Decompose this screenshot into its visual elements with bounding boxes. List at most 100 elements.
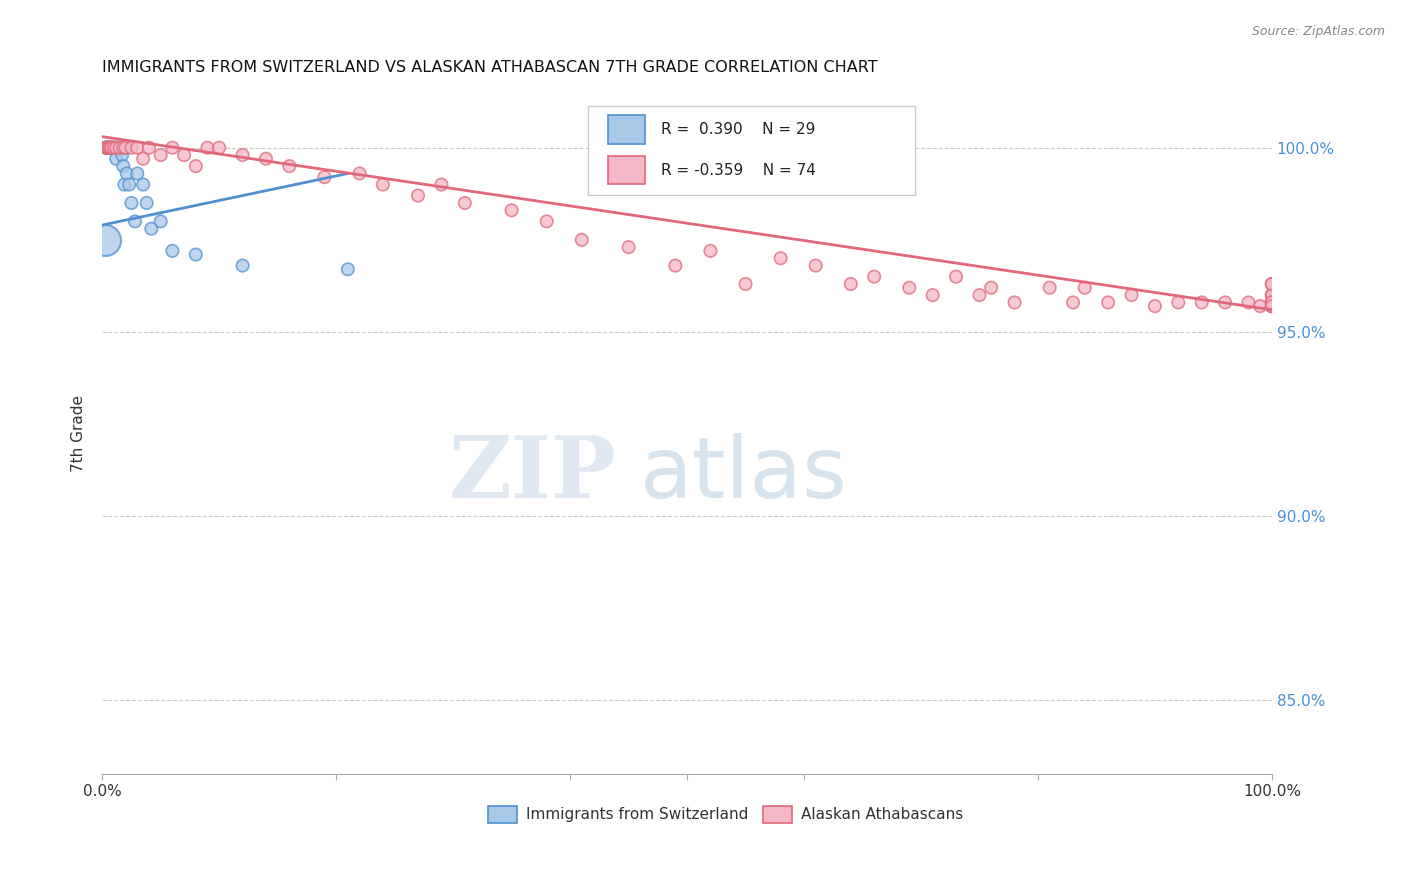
Point	[114, 141, 136, 155]
Point	[108, 141, 131, 155]
Point	[111, 148, 134, 162]
Point	[105, 152, 128, 166]
Point	[1261, 295, 1284, 310]
Point	[232, 148, 254, 162]
Point	[336, 262, 359, 277]
Point	[1213, 295, 1236, 310]
Text: Source: ZipAtlas.com: Source: ZipAtlas.com	[1251, 25, 1385, 38]
Point	[162, 244, 184, 258]
Point	[124, 214, 146, 228]
Point	[921, 288, 943, 302]
Point	[1261, 299, 1284, 313]
Point	[149, 148, 172, 162]
Point	[945, 269, 967, 284]
Point	[94, 141, 117, 155]
Point	[406, 188, 429, 202]
Point	[898, 281, 921, 295]
Point	[184, 159, 207, 173]
Point	[107, 141, 129, 155]
Point	[141, 221, 163, 235]
Point	[184, 247, 207, 261]
Point	[101, 141, 124, 155]
Point	[208, 141, 231, 155]
Point	[94, 141, 117, 155]
Point	[1261, 295, 1284, 310]
Point	[1191, 295, 1213, 310]
Point	[96, 141, 118, 155]
Point	[197, 141, 219, 155]
Point	[1143, 299, 1166, 313]
Point	[1261, 277, 1284, 291]
Point	[115, 166, 138, 180]
FancyBboxPatch shape	[588, 106, 915, 194]
Point	[118, 178, 141, 192]
Y-axis label: 7th Grade: 7th Grade	[72, 395, 86, 472]
Point	[108, 141, 131, 155]
Point	[149, 214, 172, 228]
Point	[120, 141, 142, 155]
Text: ZIP: ZIP	[449, 432, 617, 516]
Point	[430, 178, 453, 192]
Text: IMMIGRANTS FROM SWITZERLAND VS ALASKAN ATHABASCAN 7TH GRADE CORRELATION CHART: IMMIGRANTS FROM SWITZERLAND VS ALASKAN A…	[103, 60, 877, 75]
Point	[100, 141, 122, 155]
Point	[699, 244, 721, 258]
Point	[173, 148, 195, 162]
Point	[114, 141, 136, 155]
Point	[127, 141, 149, 155]
Point	[664, 259, 686, 273]
Point	[1039, 281, 1062, 295]
Point	[96, 141, 118, 155]
Point	[1004, 295, 1026, 310]
Point	[120, 196, 142, 211]
Point	[114, 178, 136, 192]
Point	[536, 214, 558, 228]
Point	[254, 152, 277, 166]
Point	[969, 288, 991, 302]
Point	[127, 166, 149, 180]
Point	[1261, 288, 1284, 302]
Point	[839, 277, 862, 291]
Point	[1261, 288, 1284, 302]
Point	[1261, 299, 1284, 313]
Point	[314, 170, 336, 185]
FancyBboxPatch shape	[607, 115, 645, 144]
Point	[100, 141, 122, 155]
Point	[93, 233, 115, 247]
Point	[1261, 288, 1284, 302]
Point	[278, 159, 301, 173]
Point	[1097, 295, 1119, 310]
Point	[162, 141, 184, 155]
Point	[571, 233, 593, 247]
Text: R =  0.390    N = 29: R = 0.390 N = 29	[661, 121, 815, 136]
Point	[1261, 299, 1284, 313]
Point	[105, 141, 128, 155]
Point	[769, 251, 792, 265]
FancyBboxPatch shape	[763, 806, 793, 823]
Point	[132, 152, 155, 166]
Point	[863, 269, 886, 284]
Point	[734, 277, 756, 291]
Point	[1261, 299, 1284, 313]
Point	[1249, 299, 1271, 313]
Point	[132, 178, 155, 192]
Point	[112, 141, 135, 155]
Text: Immigrants from Switzerland: Immigrants from Switzerland	[526, 806, 748, 822]
Point	[1237, 295, 1260, 310]
FancyBboxPatch shape	[488, 806, 517, 823]
Point	[100, 141, 122, 155]
Point	[98, 141, 121, 155]
Point	[103, 141, 125, 155]
Text: atlas: atlas	[640, 433, 848, 516]
Text: R = -0.359    N = 74: R = -0.359 N = 74	[661, 162, 817, 178]
Point	[980, 281, 1002, 295]
Point	[104, 141, 127, 155]
Point	[1261, 299, 1284, 313]
Point	[371, 178, 394, 192]
Point	[1261, 277, 1284, 291]
Point	[98, 141, 121, 155]
Point	[138, 141, 160, 155]
Text: Alaskan Athabascans: Alaskan Athabascans	[800, 806, 963, 822]
Point	[804, 259, 827, 273]
Point	[617, 240, 640, 254]
Point	[1121, 288, 1143, 302]
